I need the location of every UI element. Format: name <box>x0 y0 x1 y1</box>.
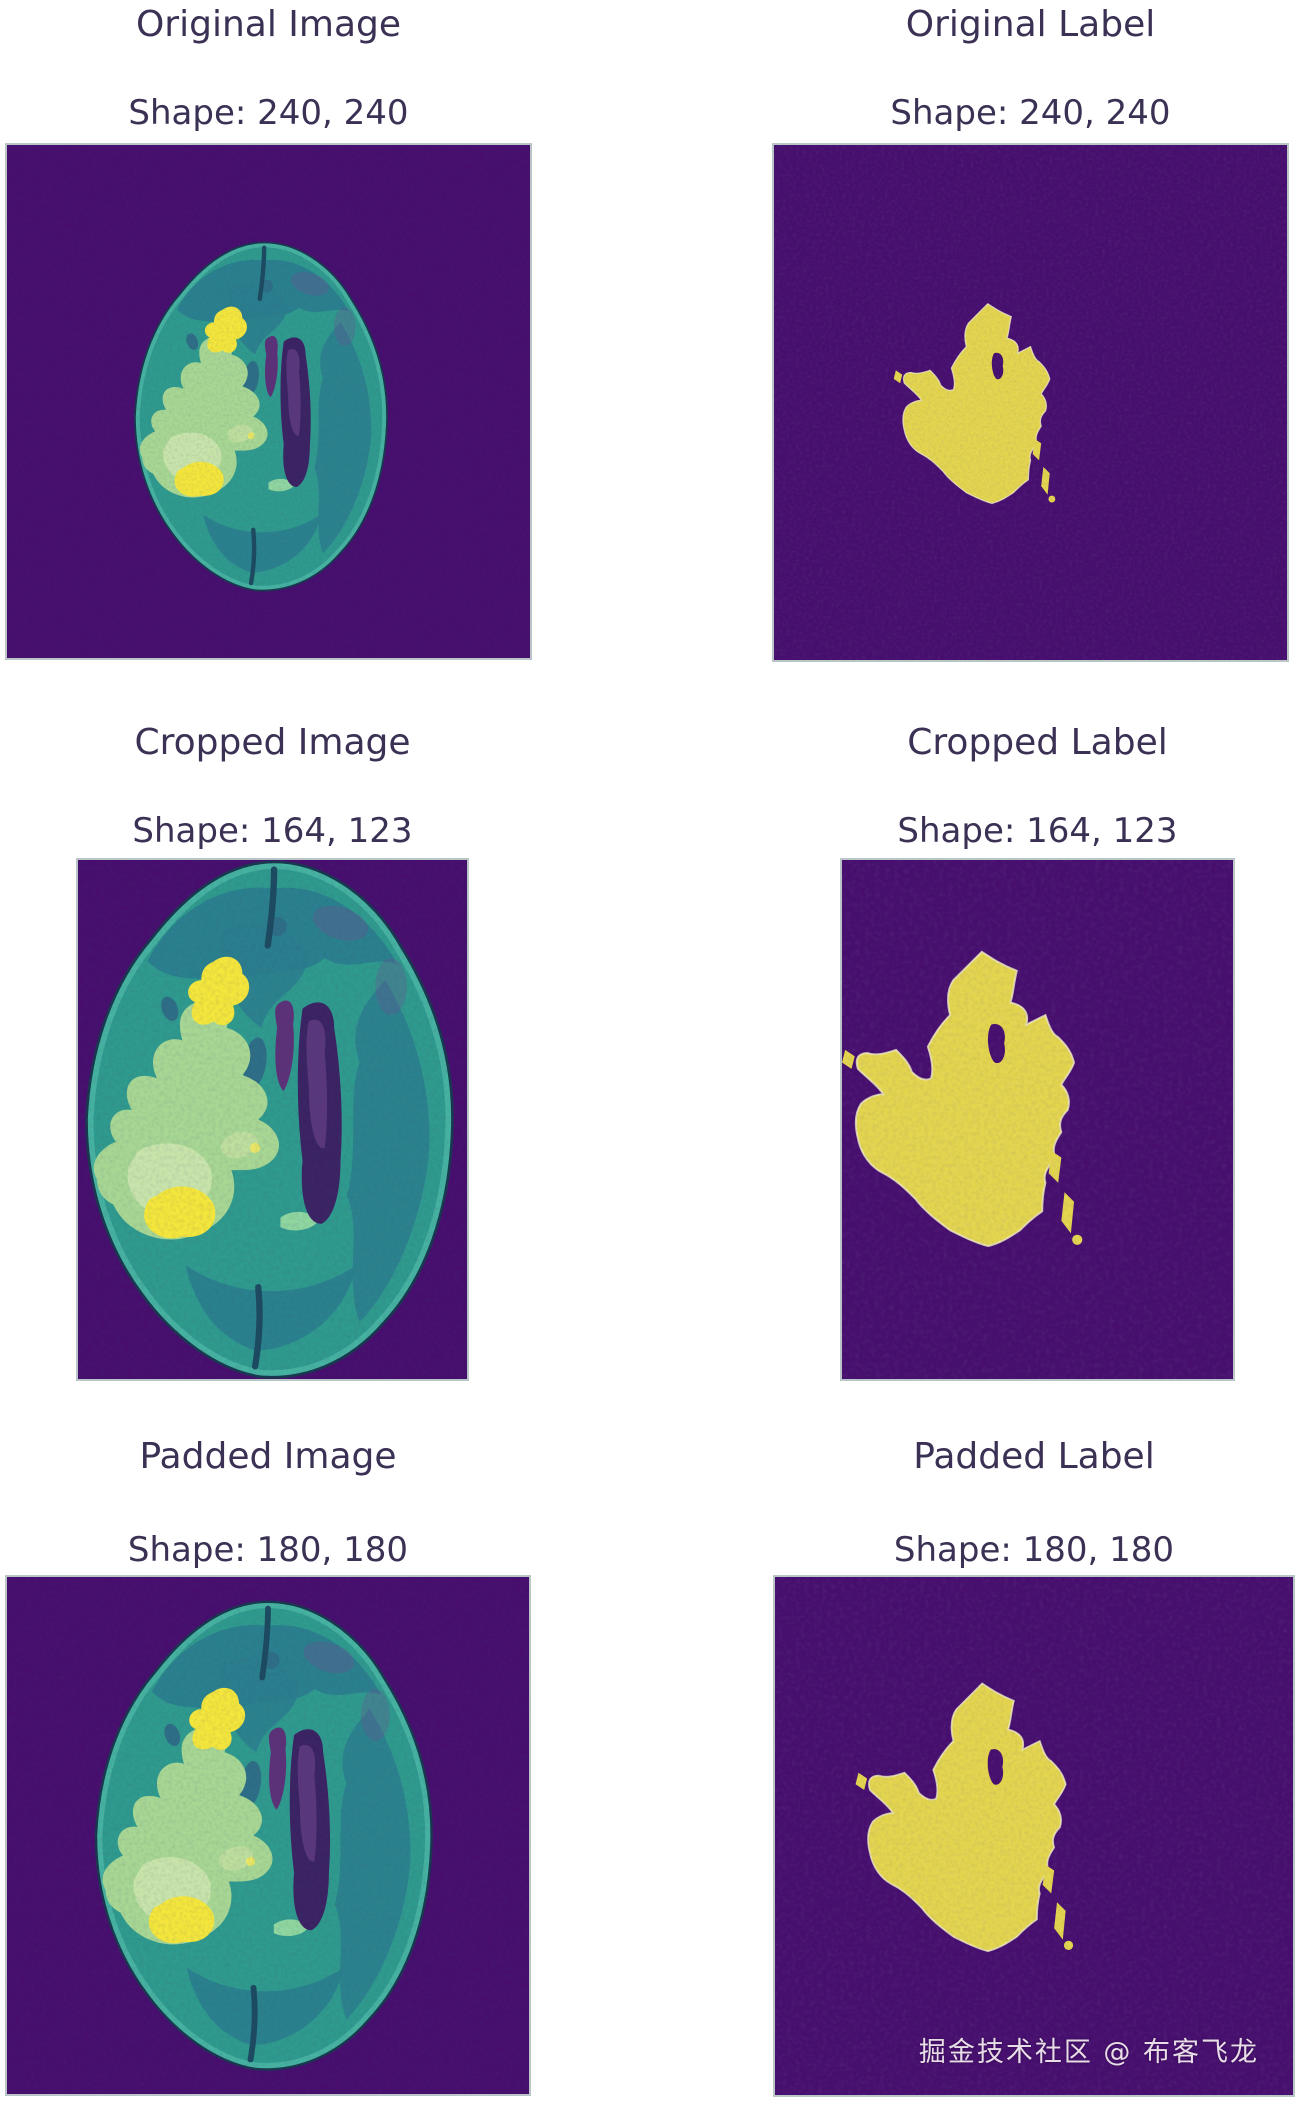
shape-annotation-padded-label: Shape: 180, 180 <box>893 1530 1175 1570</box>
padded-image-heatmap <box>7 1577 529 2094</box>
cropped-image-heatmap <box>78 860 467 1379</box>
original-label-panel <box>772 143 1289 662</box>
panel-title-original-image: Original Image <box>135 4 402 45</box>
original-image-heatmap <box>7 145 530 658</box>
original-image-panel <box>5 143 532 660</box>
panel-title-original-label: Original Label <box>905 4 1156 45</box>
shape-annotation-original-label: Shape: 240, 240 <box>890 93 1171 133</box>
panel-title-cropped-label: Cropped Label <box>907 722 1168 763</box>
cropped-image-panel <box>76 858 469 1381</box>
panel-title-padded-image: Padded Image <box>139 1436 397 1477</box>
watermark-text: 掘金技术社区 @ 布客飞龙 <box>918 2037 1259 2068</box>
padded-image-panel <box>5 1575 531 2096</box>
original-label-heatmap <box>774 145 1287 660</box>
shape-annotation-cropped-image: Shape: 164, 123 <box>132 811 413 851</box>
cropped-label-heatmap <box>842 860 1233 1379</box>
shape-annotation-original-image: Shape: 240, 240 <box>128 93 409 133</box>
padded-label-panel <box>773 1575 1295 2097</box>
shape-annotation-padded-image: Shape: 180, 180 <box>127 1530 409 1570</box>
panel-title-padded-label: Padded Label <box>913 1436 1155 1477</box>
cropped-label-panel <box>840 858 1235 1381</box>
padded-label-heatmap <box>775 1577 1293 2095</box>
panel-title-cropped-image: Cropped Image <box>134 722 411 763</box>
shape-annotation-cropped-label: Shape: 164, 123 <box>897 811 1178 851</box>
